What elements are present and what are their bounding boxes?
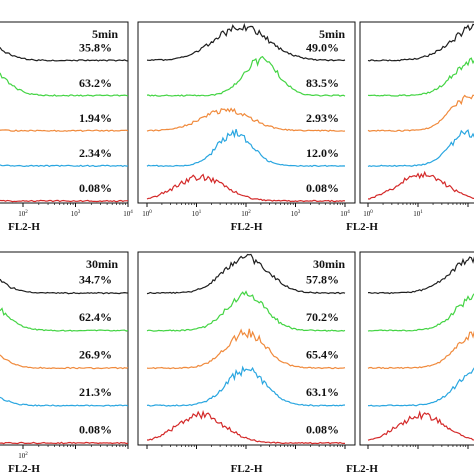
time-label: 30min (86, 257, 118, 271)
time-label: 5min (319, 27, 345, 41)
x-tick-label: 103 (71, 210, 81, 218)
histogram-curve (146, 253, 346, 295)
histogram-curve (0, 164, 128, 168)
x-tick-label: 103 (291, 210, 301, 218)
histogram-curve (0, 354, 128, 370)
histogram-curve (0, 278, 128, 295)
histogram-panel: 35.8%63.2%1.94%2.34%0.08%5min10110210310… (0, 21, 133, 233)
percent-label: 35.8% (79, 41, 112, 55)
histogram-curve (146, 55, 346, 97)
percent-label: 63.1% (306, 385, 339, 399)
percent-label: 0.08% (79, 423, 112, 437)
x-tick-label: 100 (363, 210, 373, 218)
percent-label: 65.4% (306, 348, 339, 362)
histogram-curve (367, 170, 474, 200)
percent-label: 2.34% (79, 146, 112, 160)
x-axis-label: FL2-H (231, 221, 263, 233)
percent-label: 0.08% (79, 181, 112, 195)
histogram-curve (367, 129, 474, 168)
histogram-curve (367, 94, 474, 132)
histogram-curve (367, 57, 474, 97)
histogram-panel: 49.0% 83.5% 2.93% 12.0% 0.08% 5min 100 101 102 10… (137, 21, 356, 233)
panel-frame (0, 21, 129, 204)
x-axis-label: FL2-H (346, 221, 378, 233)
percent-label: 0.08% (306, 423, 339, 437)
histogram-panel: 34.7% 62.4% 26.9% 21.3% 0.08% 30min 102 FL2-H (0, 251, 129, 474)
x-axis-label: FL2-H (231, 463, 263, 474)
x-tick-label: 102 (18, 452, 28, 460)
percent-label: 62.4% (79, 310, 112, 324)
histogram-curve (0, 199, 128, 203)
histogram-curve (146, 22, 346, 62)
x-axis-label: FL2-H (346, 463, 378, 474)
x-tick-label: 101 (192, 210, 202, 218)
histogram-curve (367, 330, 474, 370)
histogram-curve (0, 307, 128, 332)
percent-label: 57.8% (306, 273, 339, 287)
x-tick-label: 104 (340, 210, 350, 218)
x-tick-label: 104 (123, 210, 133, 218)
percent-label: 0.08% (306, 181, 339, 195)
percent-label: 49.0% (306, 41, 339, 55)
x-tick-label: 102 (241, 210, 251, 218)
percent-label: 26.9% (79, 348, 112, 362)
histogram-curve (146, 107, 346, 132)
histogram-curve (0, 396, 128, 407)
histogram-curve (146, 328, 346, 370)
percent-label: 1.94% (79, 111, 112, 125)
histogram-curve (0, 129, 128, 132)
histogram-curve (367, 410, 474, 441)
x-axis-label: FL2-H (8, 463, 40, 474)
panel-frame (0, 251, 129, 446)
histogram-curve (0, 46, 128, 62)
histogram-curve (146, 290, 346, 332)
panel-frame (359, 251, 474, 446)
histogram-curve (147, 409, 345, 445)
histogram-panel: FL2-H (346, 251, 474, 474)
histogram-curve (146, 129, 346, 168)
histogram-curve (0, 441, 128, 445)
time-label: 30min (313, 257, 345, 271)
histogram-curve (367, 367, 474, 407)
x-tick-label: 102 (18, 210, 28, 218)
histogram-curve (368, 256, 474, 295)
x-tick-label: 101 (413, 210, 423, 218)
percent-label: 34.7% (79, 273, 112, 287)
percent-label: 2.93% (306, 111, 339, 125)
percent-label: 21.3% (79, 385, 112, 399)
x-tick-label: 100 (142, 210, 152, 218)
histogram-curve (146, 365, 346, 407)
histogram-panel: 100 101 FL2-H (346, 21, 474, 233)
histogram-curve (367, 23, 474, 62)
time-label: 5min (92, 27, 118, 41)
histogram-curve (0, 72, 128, 97)
histogram-curve (367, 293, 474, 332)
panel-frame (359, 21, 474, 204)
histogram-panel: 57.8% 70.2% 65.4% 63.1% 0.08% 30min FL2-H (137, 251, 356, 474)
percent-label: 12.0% (306, 146, 339, 160)
percent-label: 83.5% (306, 76, 339, 90)
x-axis-label: FL2-H (8, 221, 40, 233)
percent-label: 70.2% (306, 310, 339, 324)
percent-label: 63.2% (79, 76, 112, 90)
histogram-curve (146, 173, 346, 203)
